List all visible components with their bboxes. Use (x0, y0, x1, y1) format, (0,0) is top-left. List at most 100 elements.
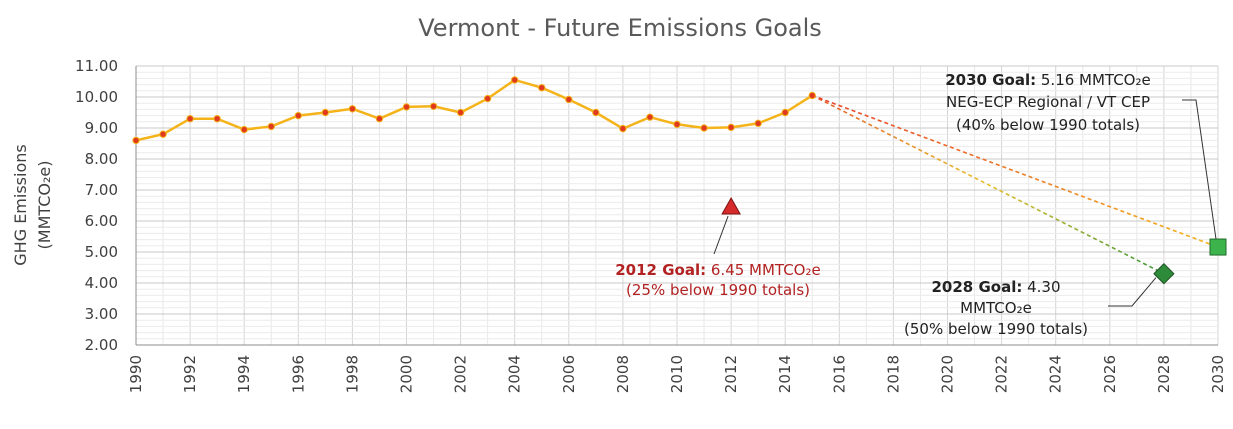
y-tick-label: 2.00 (85, 336, 118, 354)
goal-2028-label-bold: 2028 Goal: (931, 278, 1022, 296)
goal-2030-label: 2030 Goal: 5.16 MMTCO₂e (945, 71, 1150, 89)
goal-2028-unit: MMTCO₂e (960, 299, 1032, 317)
series-point (673, 120, 681, 128)
x-tick-label: 2024 (1047, 355, 1065, 393)
x-tick-label: 2000 (398, 355, 416, 393)
x-tick-group: 1996 (289, 355, 307, 393)
goal-2012-label-bold: 2012 Goal: (615, 261, 706, 279)
series-point (267, 122, 275, 131)
goal-2028-marker (1153, 262, 1175, 285)
x-tick-label: 1990 (127, 355, 145, 393)
series-point (294, 111, 302, 120)
series-point (538, 84, 546, 92)
x-tick-group: 2008 (614, 355, 632, 393)
projection-lines (811, 94, 1219, 275)
series-point (429, 102, 438, 111)
goal-2028-label: 2028 Goal: 4.30 (931, 278, 1060, 296)
x-tick-group: 2028 (1155, 355, 1173, 393)
x-tick-group: 1990 (127, 355, 145, 393)
x-tick-label: 1996 (289, 355, 307, 393)
x-tick-label: 2030 (1209, 355, 1227, 393)
x-tick-label: 2006 (560, 355, 578, 393)
y-tick-label: 11.00 (75, 57, 118, 75)
series-point (727, 123, 735, 132)
x-tick-group: 2004 (506, 355, 524, 393)
series-point (321, 108, 330, 117)
y-tick-label: 6.00 (85, 212, 118, 230)
goal-2030-label-value: 5.16 MMTCO₂e (1036, 71, 1151, 89)
series-point (186, 115, 194, 123)
y-axis-title: GHG Emissions (MMTCO₂e) (11, 144, 54, 265)
series-point (700, 124, 708, 132)
series-point (511, 76, 519, 84)
x-tick-group: 1998 (343, 355, 361, 393)
goal-2012-label: 2012 Goal: 6.45 MMTCO₂e (615, 261, 820, 279)
y-tick-label: 9.00 (85, 119, 118, 137)
goal-annotations: 2012 Goal: 6.45 MMTCO₂e (25% below 1990 t… (615, 71, 1217, 338)
series-point (402, 103, 411, 111)
goal-2030-label-bold: 2030 Goal: (945, 71, 1036, 89)
x-tick-label: 2028 (1155, 355, 1173, 393)
x-tick-group: 2012 (722, 355, 740, 393)
chart-title: Vermont - Future Emissions Goals (418, 14, 822, 42)
x-tick-group: 2018 (884, 355, 902, 393)
series-point (646, 113, 654, 121)
goal-2028-note: (50% below 1990 totals) (904, 320, 1088, 338)
leader-2030 (1182, 99, 1217, 240)
x-tick-label: 2022 (993, 355, 1011, 393)
x-tick-group: 2014 (776, 355, 794, 393)
goal-2012-note: (25% below 1990 totals) (626, 281, 810, 299)
series-point (592, 108, 600, 117)
series-point (348, 105, 357, 113)
series-point (565, 95, 573, 104)
series-point (375, 115, 384, 123)
x-tick-group: 2016 (830, 355, 848, 393)
x-tick-group: 1994 (235, 355, 253, 393)
x-tick-group: 2022 (993, 355, 1011, 393)
x-tick-label: 2010 (668, 355, 686, 393)
goal-2030-note: (40% below 1990 totals) (956, 116, 1140, 134)
series-point (159, 130, 167, 138)
series-point (456, 108, 465, 117)
series-point (483, 94, 492, 103)
y-tick-label: 7.00 (85, 181, 118, 199)
x-tick-group: 2000 (398, 355, 416, 393)
x-tick-label: 2004 (506, 355, 524, 393)
leader-2028 (1108, 277, 1157, 307)
series-point (808, 91, 816, 100)
x-tick-label: 2020 (939, 355, 957, 393)
axes: 2.00 3.00 4.00 5.00 6.00 7.00 8.00 9.00 10.00 11.… (75, 57, 1227, 393)
series-line (135, 78, 813, 142)
goal-2012-marker (721, 197, 741, 215)
x-tick-label: 1994 (235, 355, 253, 393)
goal-2028-label-value: 4.30 (1022, 278, 1060, 296)
y-tick-label: 4.00 (85, 274, 118, 292)
x-tick-label: 2012 (722, 355, 740, 393)
y-axis-label-line2: (MMTCO₂e) (35, 161, 54, 250)
x-tick-group: 1992 (181, 355, 199, 393)
series-historical (132, 76, 816, 145)
x-tick-label: 2002 (452, 355, 470, 393)
x-tick-label: 2008 (614, 355, 632, 393)
series-point (754, 119, 762, 128)
y-tick-label: 3.00 (85, 305, 118, 323)
y-tick-label: 8.00 (85, 150, 118, 168)
grid (135, 65, 1219, 346)
x-tick-group: 2026 (1101, 355, 1119, 393)
x-tick-group: 2020 (939, 355, 957, 393)
leader-2012 (713, 215, 729, 255)
goal-2012-label-value: 6.45 MMTCO₂e (706, 261, 821, 279)
y-tick-label: 5.00 (85, 243, 118, 261)
x-tick-label: 2018 (884, 355, 902, 393)
y-tick-label: 10.00 (75, 88, 118, 106)
x-tick-group: 2002 (452, 355, 470, 393)
projection-line-2030 (811, 94, 1219, 248)
goal-2030-source: NEG-ECP Regional / VT CEP (946, 93, 1150, 111)
series-point (781, 108, 789, 117)
goal-2030-marker (1209, 238, 1227, 256)
goal-markers (721, 197, 1227, 285)
series-point (213, 115, 221, 123)
x-tick-label: 2026 (1101, 355, 1119, 393)
